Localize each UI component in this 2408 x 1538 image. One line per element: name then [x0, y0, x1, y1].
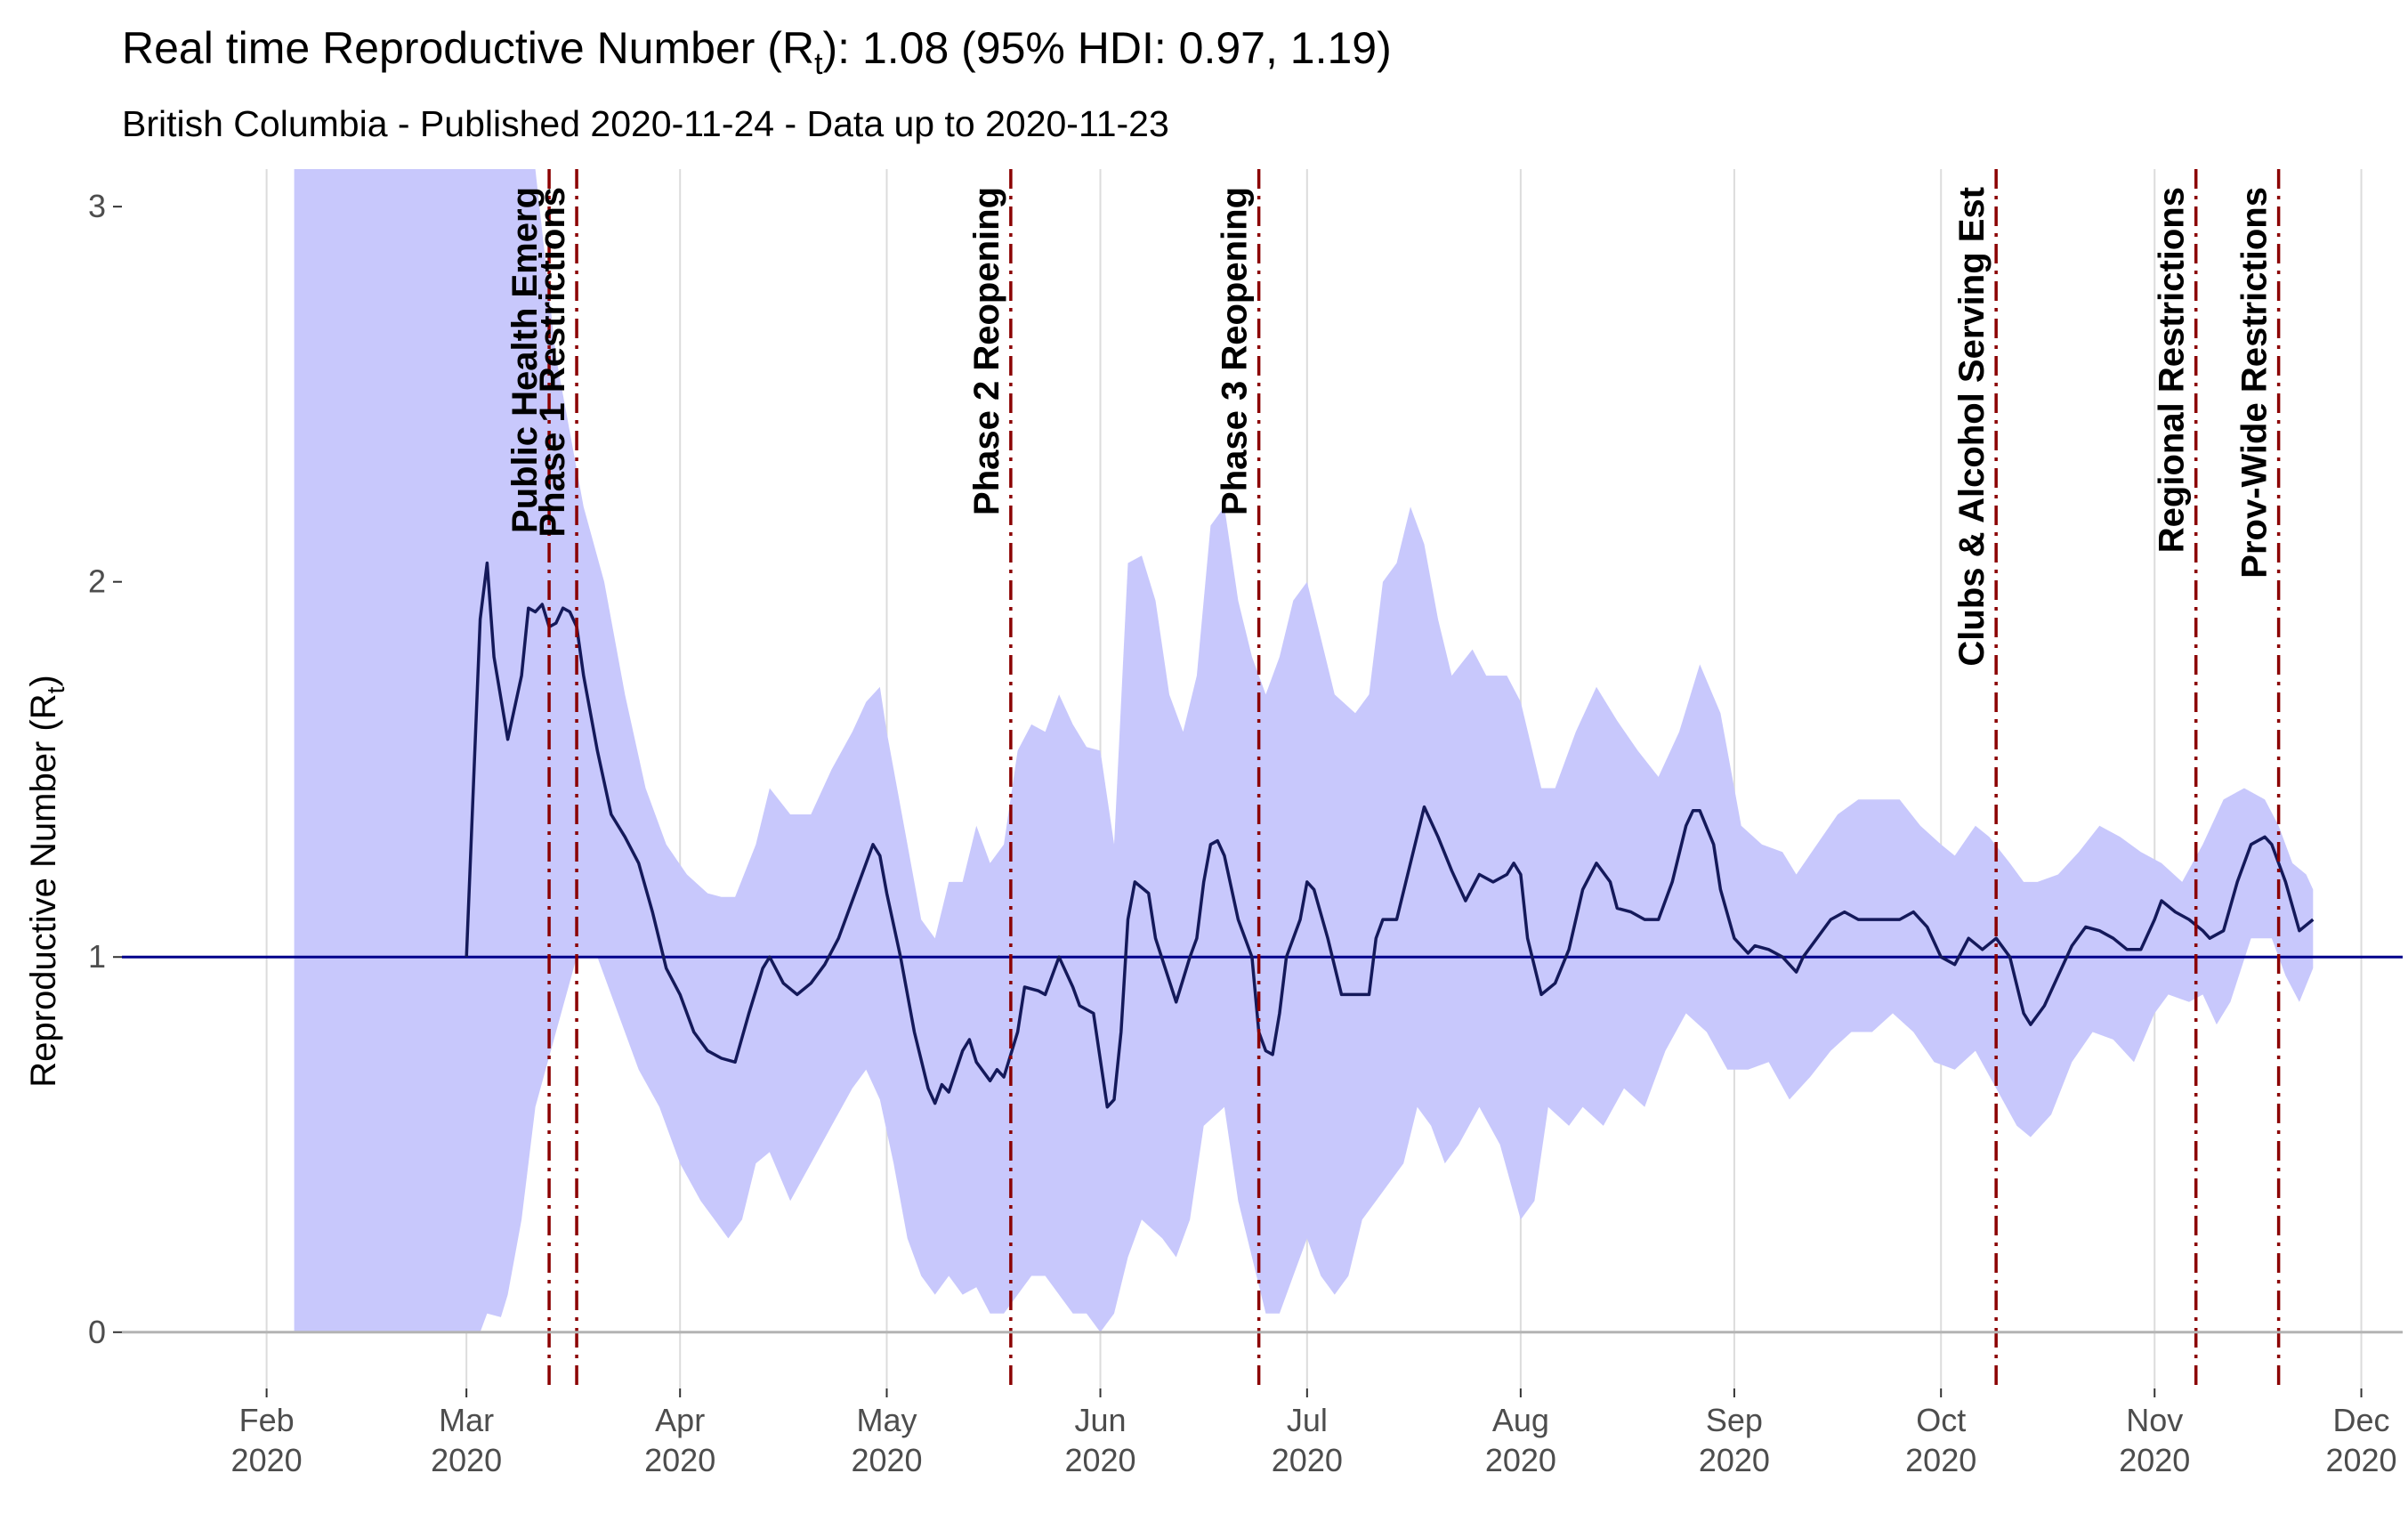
x-tick-year: 2020 — [2325, 1442, 2396, 1478]
chart-title: Real time Reproductive Number (Rt): 1.08… — [122, 23, 1392, 81]
chart-subtitle: British Columbia - Published 2020-11-24 … — [122, 103, 1169, 144]
ylabel-prefix: Reproductive Number (R — [24, 693, 63, 1087]
x-tick-month: Oct — [1916, 1402, 1966, 1438]
x-tick-month: Mar — [439, 1402, 494, 1438]
title-suffix: ): 1.08 (95% HDI: 0.97, 1.19) — [823, 23, 1392, 73]
x-tick-month: Dec — [2333, 1402, 2390, 1438]
rt-median-line — [465, 561, 2315, 1109]
event-label: Public Health Emerg — [505, 187, 545, 533]
x-tick-year: 2020 — [1485, 1442, 1556, 1478]
x-tick-year: 2020 — [2119, 1442, 2190, 1478]
x-tick-year: 2020 — [1905, 1442, 1976, 1478]
y-tick-label: 2 — [88, 563, 106, 600]
x-tick-year: 2020 — [231, 1442, 303, 1478]
x-tick-year: 2020 — [1272, 1442, 1343, 1478]
x-tick-year: 2020 — [431, 1442, 502, 1478]
event-label: Phase 1 Restrictions — [533, 187, 572, 538]
x-tick-year: 2020 — [1699, 1442, 1770, 1478]
x-tick-month: Nov — [2126, 1402, 2183, 1438]
axes: 0 1 2 3 Feb 2020 Mar 2020 Apr 2020 May 2020 Jun 2020 J… — [88, 188, 2403, 1478]
x-tick-month: Aug — [1492, 1402, 1549, 1438]
y-tick-label: 1 — [88, 938, 106, 975]
hdi-band-area — [294, 169, 2314, 1332]
ylabel-suffix: ) — [24, 675, 63, 686]
y-tick-label: 0 — [88, 1314, 106, 1350]
event-label: Clubs & Alcohol Serving Est — [1952, 187, 1992, 667]
ylabel-subscript: t — [42, 686, 69, 693]
rt-median-polyline — [465, 561, 2315, 1109]
x-tick-month: Sep — [1706, 1402, 1763, 1438]
hdi-band — [294, 169, 2314, 1332]
svg-text:Real time Reproductive Number: Real time Reproductive Number (Rt): 1.08… — [122, 23, 1392, 81]
svg-text:Reproductive Number (Rt): Reproductive Number (Rt) — [24, 675, 69, 1088]
x-tick-month: Jul — [1287, 1402, 1328, 1438]
y-axis-label: Reproductive Number (Rt) — [24, 675, 69, 1088]
event-label: Prov-Wide Restrictions — [2235, 187, 2275, 579]
x-tick-month: May — [856, 1402, 917, 1438]
title-prefix: Real time Reproductive Number (R — [122, 23, 814, 73]
x-tick-year: 2020 — [1064, 1442, 1135, 1478]
event-label: Phase 2 Reopening — [967, 187, 1006, 515]
x-tick-month: Feb — [239, 1402, 295, 1438]
event-label: Phase 3 Reopening — [1216, 187, 1255, 515]
y-tick-label: 3 — [88, 188, 106, 224]
title-subscript: t — [814, 47, 823, 81]
x-tick-month: Jun — [1075, 1402, 1127, 1438]
x-tick-year: 2020 — [851, 1442, 922, 1478]
x-tick-year: 2020 — [644, 1442, 715, 1478]
x-tick-month: Apr — [655, 1402, 705, 1438]
event-label: Regional Restrictions — [2153, 187, 2192, 553]
